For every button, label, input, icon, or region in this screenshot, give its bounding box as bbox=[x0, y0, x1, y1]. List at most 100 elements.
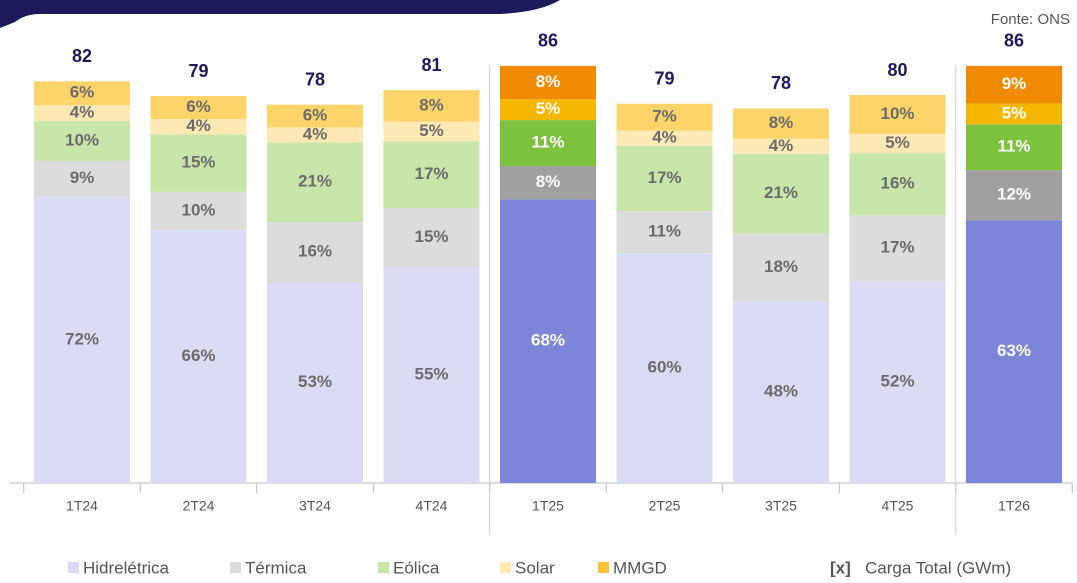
category-label: 1T26 bbox=[998, 498, 1030, 514]
bar-segment bbox=[966, 65, 1062, 104]
segment-label: 11% bbox=[648, 222, 681, 241]
segment-label: 11% bbox=[997, 137, 1030, 156]
bar-segment bbox=[267, 127, 363, 143]
segment-label: 17% bbox=[880, 238, 914, 257]
segment-label: 63% bbox=[997, 341, 1031, 360]
total-label: 86 bbox=[538, 31, 558, 51]
category-label: 1T25 bbox=[532, 498, 564, 514]
bar-segment bbox=[966, 124, 1062, 171]
segment-label: 4% bbox=[70, 103, 95, 122]
category-label: 2T25 bbox=[649, 498, 681, 514]
category-label: 3T24 bbox=[299, 498, 331, 514]
segment-label: 15% bbox=[414, 227, 448, 246]
segment-label: 17% bbox=[414, 164, 448, 183]
legend-marker: [x] bbox=[830, 558, 851, 577]
bar-segment bbox=[267, 221, 363, 283]
bar-segment bbox=[733, 108, 829, 139]
bar-segment bbox=[267, 142, 363, 222]
legend-label: Eólica bbox=[393, 558, 440, 577]
bar-segment bbox=[733, 233, 829, 302]
legend-swatch bbox=[598, 562, 609, 573]
bar-segment bbox=[616, 130, 713, 146]
segment-label: 16% bbox=[880, 174, 914, 193]
legend-swatch bbox=[500, 562, 511, 573]
category-label: 2T24 bbox=[183, 498, 215, 514]
segment-label: 4% bbox=[303, 124, 328, 143]
legend-label: Carga Total (GWm) bbox=[865, 558, 1011, 577]
segment-label: 4% bbox=[652, 128, 677, 147]
bar-segment bbox=[616, 145, 713, 211]
bar-segment bbox=[616, 210, 713, 254]
legend-swatch bbox=[378, 562, 389, 573]
segment-label: 6% bbox=[70, 83, 95, 102]
category-label: 3T25 bbox=[765, 498, 797, 514]
bar-segment bbox=[34, 160, 130, 197]
segment-label: 60% bbox=[647, 358, 681, 377]
bar-segment bbox=[383, 141, 480, 209]
segment-label: 48% bbox=[764, 382, 798, 401]
segment-label: 17% bbox=[647, 168, 681, 187]
segment-label: 18% bbox=[764, 257, 798, 276]
total-label: 81 bbox=[421, 55, 441, 75]
segment-label: 72% bbox=[65, 329, 99, 348]
bar-segment bbox=[616, 103, 713, 131]
bar-segment bbox=[733, 153, 829, 234]
bar-segment bbox=[383, 266, 480, 483]
segment-label: 21% bbox=[298, 172, 332, 191]
segment-label: 9% bbox=[1002, 74, 1027, 93]
bar-segment bbox=[616, 253, 713, 483]
segment-label: 11% bbox=[531, 133, 564, 152]
source: Fonte: ONS bbox=[991, 11, 1070, 28]
bar-segment bbox=[966, 220, 1062, 484]
bar-segment bbox=[150, 230, 247, 483]
segment-label: 68% bbox=[531, 331, 565, 350]
bar-segment bbox=[34, 196, 130, 483]
segment-label: 9% bbox=[70, 168, 95, 187]
bar-segment bbox=[383, 121, 480, 142]
bar-segment bbox=[849, 281, 946, 483]
segment-label: 55% bbox=[414, 364, 448, 383]
segment-label: 66% bbox=[181, 346, 215, 365]
bar-segment bbox=[733, 301, 829, 483]
category-label: 4T24 bbox=[416, 498, 448, 514]
segment-label: 12% bbox=[997, 185, 1031, 204]
bar-segment bbox=[966, 103, 1062, 125]
bar-segment bbox=[34, 105, 130, 122]
legend-swatch bbox=[68, 562, 79, 573]
bar-segment bbox=[150, 191, 247, 231]
segment-label: 5% bbox=[536, 99, 561, 118]
total-label: 78 bbox=[771, 73, 791, 93]
bar-segment bbox=[849, 153, 946, 216]
category-label: 1T24 bbox=[66, 498, 98, 514]
segment-label: 5% bbox=[885, 133, 910, 152]
bar-segment bbox=[500, 199, 596, 483]
segment-label: 8% bbox=[536, 172, 561, 191]
total-label: 79 bbox=[654, 68, 674, 88]
bar-segment bbox=[150, 134, 247, 192]
segment-label: 16% bbox=[298, 242, 332, 261]
header-banner bbox=[0, 0, 560, 28]
total-label: 86 bbox=[1004, 31, 1024, 51]
segment-label: 7% bbox=[652, 107, 677, 126]
bar-segment bbox=[383, 208, 480, 267]
segment-label: 4% bbox=[186, 116, 211, 135]
bar-segment bbox=[34, 121, 130, 161]
category-label: 4T25 bbox=[882, 498, 914, 514]
legend-swatch bbox=[230, 562, 241, 573]
legend-label: Solar bbox=[515, 558, 555, 577]
bar-segment bbox=[500, 99, 596, 121]
bar-segment bbox=[849, 95, 946, 134]
total-label: 82 bbox=[72, 46, 92, 66]
segment-label: 5% bbox=[1002, 103, 1027, 122]
segment-label: 53% bbox=[298, 372, 332, 391]
segment-label: 6% bbox=[303, 106, 328, 125]
bar-segment bbox=[267, 282, 363, 483]
bar-segment bbox=[150, 119, 247, 135]
segment-label: 15% bbox=[181, 153, 215, 172]
bar-segment bbox=[849, 215, 946, 282]
segment-label: 8% bbox=[536, 72, 561, 91]
total-label: 79 bbox=[188, 61, 208, 81]
legend-label: MMGD bbox=[613, 558, 667, 577]
segment-label: 8% bbox=[769, 113, 794, 132]
